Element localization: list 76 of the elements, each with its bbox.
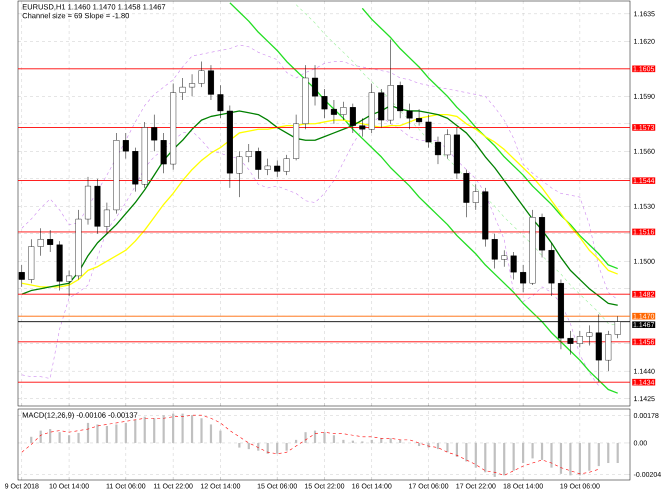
bar — [68, 435, 70, 443]
candlestick — [501, 250, 508, 267]
bar — [607, 442, 610, 464]
candlestick — [359, 118, 366, 137]
candlestick — [330, 100, 337, 124]
bar — [276, 442, 278, 454]
bar — [484, 442, 486, 472]
bar — [616, 442, 619, 464]
candlestick — [264, 158, 271, 176]
candlestick — [104, 202, 110, 234]
candlestick — [217, 85, 224, 119]
candlestick — [180, 78, 186, 100]
bar — [257, 442, 260, 451]
candlestick — [492, 233, 498, 269]
bar — [124, 422, 127, 443]
candlestick — [312, 64, 318, 106]
candlestick — [567, 330, 574, 355]
candlestick — [284, 154, 290, 176]
bar — [58, 432, 61, 443]
candlestick — [38, 228, 44, 256]
bar — [248, 442, 250, 450]
bar — [266, 442, 269, 454]
bar — [134, 420, 136, 443]
candlestick — [255, 147, 262, 180]
candlestick — [198, 61, 205, 88]
bar — [474, 442, 477, 468]
candlestick — [350, 103, 356, 134]
bar — [323, 432, 326, 443]
candlestick — [236, 151, 242, 198]
candlestick — [472, 184, 479, 210]
line-series — [21, 116, 600, 386]
candlestick — [274, 160, 280, 178]
candlestick — [246, 144, 252, 163]
bar — [153, 418, 156, 443]
bar — [115, 424, 118, 443]
candlestick — [406, 103, 413, 130]
candlestick — [576, 330, 583, 348]
bar — [238, 442, 240, 448]
bar — [380, 438, 382, 443]
candlestick — [208, 64, 214, 100]
candlestick — [189, 74, 196, 97]
bar — [200, 418, 203, 443]
candlestick — [47, 230, 54, 252]
bar — [522, 442, 524, 464]
bar — [531, 442, 534, 458]
candlestick — [122, 132, 129, 159]
bar — [588, 442, 590, 471]
line-series — [229, 2, 618, 394]
line-series — [21, 44, 618, 300]
candlestick — [151, 114, 158, 152]
candlestick — [444, 129, 450, 159]
candlestick — [66, 270, 72, 296]
candlestick — [160, 132, 167, 174]
bar — [550, 442, 553, 468]
candlestick — [340, 102, 346, 120]
bar — [390, 438, 392, 443]
bar — [598, 442, 600, 466]
candlestick — [425, 114, 432, 148]
candlestick — [434, 136, 442, 164]
candlestick — [586, 325, 592, 346]
bar — [219, 430, 222, 443]
line-series — [362, 8, 618, 270]
bar — [512, 442, 515, 471]
candlestick — [416, 108, 422, 126]
bar — [106, 426, 108, 443]
candlestick — [520, 264, 526, 293]
candlestick — [321, 88, 328, 119]
bar — [40, 430, 42, 443]
bar — [30, 436, 32, 443]
bar — [332, 435, 336, 443]
bar — [77, 432, 80, 443]
bar — [49, 429, 52, 443]
bar — [210, 424, 212, 443]
bar — [540, 442, 544, 460]
candlestick — [510, 252, 517, 280]
bar — [370, 440, 373, 443]
